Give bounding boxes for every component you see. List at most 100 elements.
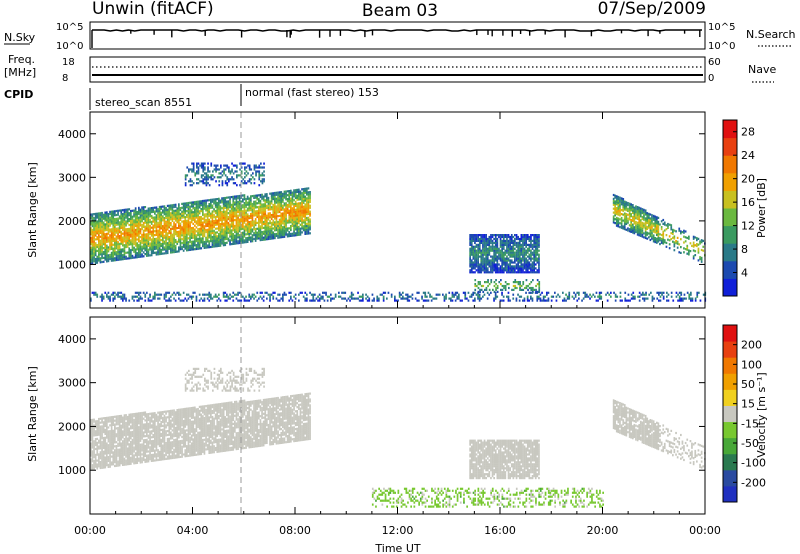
echo-cell <box>101 221 103 224</box>
echo-cell <box>122 232 124 235</box>
echo-cell <box>317 299 319 302</box>
echo-cell <box>646 216 649 219</box>
echo-cell <box>290 193 292 196</box>
echo-cell <box>102 231 105 234</box>
echo-cell <box>104 219 107 222</box>
echo-cell <box>93 218 95 222</box>
echo-cell <box>259 231 262 234</box>
echo-cell <box>240 166 243 169</box>
echo-cell <box>680 251 682 254</box>
echo-cell <box>166 291 169 294</box>
echo-cell <box>651 235 653 238</box>
echo-cell <box>112 255 115 258</box>
echo-cell <box>179 208 182 212</box>
echo-cell <box>243 194 246 197</box>
echo-cell <box>502 247 505 250</box>
echo-cell <box>163 226 166 229</box>
echo-cell <box>246 236 249 240</box>
echo-cell <box>242 241 244 244</box>
echo-cell <box>686 252 689 255</box>
echo-cell <box>200 223 203 226</box>
echo-cell <box>182 299 185 302</box>
echo-cell <box>141 228 143 231</box>
echo-cell <box>232 205 235 208</box>
echo-cell <box>258 213 260 216</box>
echo-cell <box>154 212 156 215</box>
echo-cell <box>118 242 121 245</box>
echo-cell <box>106 254 108 257</box>
echo-cell <box>229 219 231 222</box>
echo-cell <box>619 208 621 211</box>
echo-cell <box>120 248 123 251</box>
echo-cell <box>186 221 188 224</box>
echo-cell <box>290 207 292 210</box>
echo-cell <box>421 295 423 298</box>
echo-cell <box>198 204 201 207</box>
echo-cell <box>483 251 486 254</box>
echo-cell <box>91 246 94 249</box>
echo-cell <box>158 247 161 250</box>
echo-cell <box>138 218 140 221</box>
echo-cell <box>138 222 140 225</box>
echo-cell <box>253 196 255 199</box>
echo-cell <box>168 237 171 241</box>
echo-cell <box>293 189 295 192</box>
echo-cell <box>203 293 206 296</box>
echo-cell <box>499 251 502 254</box>
echo-cell <box>298 220 300 223</box>
echo-cell <box>166 220 169 223</box>
echo-cell <box>301 231 303 234</box>
echo-cell <box>114 225 116 228</box>
echo-cell <box>636 229 639 232</box>
echo-cell <box>270 231 273 234</box>
echo-cell <box>475 243 478 246</box>
echo-cell <box>254 233 257 236</box>
echo-cell <box>296 188 299 191</box>
echo-cell <box>125 255 127 258</box>
echo-cell <box>93 244 95 247</box>
echo-cell <box>99 243 102 246</box>
echo-cell <box>200 208 203 211</box>
echo-cell <box>101 245 103 248</box>
echo-cell <box>320 295 323 298</box>
echo-cell <box>112 297 115 300</box>
echo-cell <box>158 211 161 214</box>
echo-cell <box>293 218 295 221</box>
echo-cell <box>202 168 205 171</box>
echo-cell <box>472 253 475 256</box>
echo-cell <box>112 222 115 225</box>
echo-cell <box>688 251 690 254</box>
echo-cell <box>623 208 626 211</box>
echo-cell <box>206 293 209 296</box>
echo-cell <box>302 219 305 222</box>
echo-cell <box>144 213 147 216</box>
echo-cell <box>498 281 501 284</box>
echo-cell <box>486 259 489 262</box>
echo-cell <box>238 222 241 225</box>
echo-cell <box>470 259 473 262</box>
echo-cell <box>110 247 113 250</box>
echo-cell <box>104 258 107 261</box>
echo-cell <box>90 299 92 302</box>
echo-cell <box>179 236 182 239</box>
echo-cell <box>184 247 187 250</box>
echo-cell <box>235 197 238 200</box>
echo-cell <box>232 299 235 302</box>
echo-cell <box>430 295 433 298</box>
echo-cell <box>99 218 102 221</box>
echo-cell <box>138 226 140 229</box>
echo-cell <box>158 217 161 220</box>
echo-cell <box>125 243 127 247</box>
echo-cell <box>614 212 616 215</box>
echo-cell <box>221 238 223 241</box>
echo-cell <box>104 291 107 294</box>
echo-cell <box>293 203 295 206</box>
echo-cell <box>673 235 676 238</box>
echo-cell <box>493 290 496 293</box>
echo-cell <box>206 216 209 220</box>
echo-cell <box>211 212 214 215</box>
echo-cell <box>290 205 292 208</box>
echo-cell <box>246 299 249 302</box>
echo-cell <box>272 291 275 294</box>
echo-cell <box>93 234 95 237</box>
